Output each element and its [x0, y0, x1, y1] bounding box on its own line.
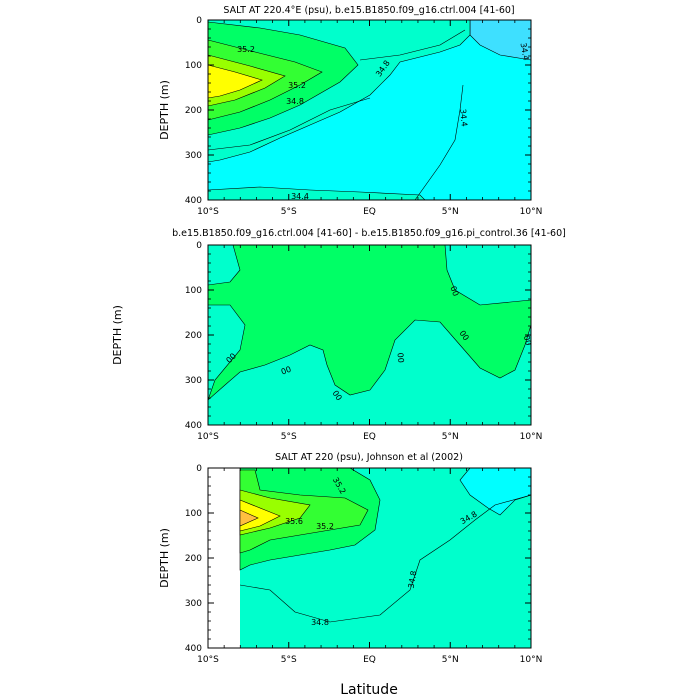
x-tick-label: 5°N	[442, 432, 459, 442]
panel-2-axes: 10°S 5°S EQ 5°N 10°N 0 100 200 300 400	[185, 241, 543, 442]
panel-1-contour-label: 34.4	[518, 42, 530, 61]
x-tick-label: EQ	[363, 655, 376, 665]
x-tick-label: 5°N	[442, 655, 459, 665]
y-tick-label: 400	[185, 421, 202, 431]
y-tick-label: 200	[185, 106, 202, 116]
y-tick-label: 100	[185, 61, 202, 71]
x-tick-label: EQ	[363, 432, 376, 442]
panel-1-isohaline-lower-line	[208, 97, 371, 151]
panel-2-plot-area: 00 00 00 00 00 00 00	[208, 245, 533, 425]
x-tick-label: 10°N	[520, 655, 543, 665]
y-tick-label: 400	[185, 644, 202, 654]
y-tick-label: 200	[185, 331, 202, 341]
panel-3-observed-salinity: SALT AT 220 (psu), Johnson et al (2002) …	[158, 452, 542, 698]
panel-1-contour-label: 35.2	[237, 45, 255, 54]
y-tick-label: 100	[185, 286, 202, 296]
panel-2-y-axis-title: DEPTH (m)	[111, 305, 124, 365]
panel-2-contour-label: 00	[448, 285, 460, 298]
panel-3-title: SALT AT 220 (psu), Johnson et al (2002)	[275, 452, 463, 463]
x-axis-title: Latitude	[340, 682, 398, 698]
panel-3-contour-label: 35.2	[316, 522, 334, 531]
panel-3-plot-area: 35.2 35.6 35.2 34.8 34.8 34.8	[208, 468, 531, 648]
panel-3-core-max	[239, 509, 259, 527]
x-tick-label: 10°N	[520, 207, 543, 217]
panel-1-title: SALT AT 220.4°E (psu), b.e15.B1850.f09_g…	[223, 5, 514, 16]
x-tick-label: 5°S	[281, 655, 297, 665]
panel-1-model-salinity: SALT AT 220.4°E (psu), b.e15.B1850.f09_g…	[158, 5, 542, 217]
panel-1-isohaline-line	[359, 29, 466, 61]
x-tick-label: 10°N	[520, 432, 543, 442]
x-tick-label: 5°S	[281, 207, 297, 217]
x-tick-label: 5°S	[281, 432, 297, 442]
panel-1-axes: 10°S 5°S EQ 5°N 10°N 0 100 200 300 400	[185, 16, 543, 217]
y-tick-label: 0	[196, 464, 202, 474]
x-tick-label: 10°S	[197, 432, 219, 442]
panel-3-contour-label: 34.8	[407, 570, 419, 589]
y-tick-label: 400	[185, 196, 202, 206]
y-tick-label: 300	[185, 151, 202, 161]
panel-1-core-max	[208, 64, 263, 99]
y-tick-label: 200	[185, 554, 202, 564]
y-tick-label: 300	[185, 376, 202, 386]
panel-2-difference-region	[208, 245, 531, 401]
y-tick-label: 100	[185, 509, 202, 519]
panel-1-plot-area: 35.2 35.2 34.8 34.8 34.4 34.4 34.4	[208, 20, 531, 201]
panel-2-contour-label: 00	[280, 365, 293, 377]
panel-1-isohaline-34.4-line	[414, 84, 464, 200]
panel-2-contour-label: 00	[396, 352, 406, 363]
panel-1-y-axis-title: DEPTH (m)	[158, 80, 171, 140]
panel-1-contour-label: 34.8	[286, 97, 304, 106]
panel-3-y-axis-title: DEPTH (m)	[158, 528, 171, 588]
y-tick-label: 0	[196, 16, 202, 26]
x-tick-label: 5°N	[442, 207, 459, 217]
x-tick-label: EQ	[363, 207, 376, 217]
panel-3-isohaline-34.8-line	[239, 494, 531, 623]
y-tick-label: 300	[185, 599, 202, 609]
panel-3-fresh-water-patch	[459, 468, 531, 516]
panel-2-title: b.e15.B1850.f09_g16.ctrl.004 [41-60] - b…	[172, 228, 566, 239]
panel-1-contour-label: 35.2	[288, 81, 306, 90]
panel-1-contour-label: 34.4	[458, 109, 469, 128]
y-tick-label: 0	[196, 241, 202, 251]
panel-3-contour-label: 34.8	[311, 618, 329, 627]
panel-2-difference: b.e15.B1850.f09_g16.ctrl.004 [41-60] - b…	[111, 228, 566, 442]
panel-3-contour-label: 35.6	[285, 517, 303, 526]
x-tick-label: 10°S	[197, 655, 219, 665]
x-tick-label: 10°S	[197, 207, 219, 217]
panel-2-contour-label: 00	[522, 334, 533, 346]
panel-1-deep-band	[208, 186, 426, 200]
panel-1-contour-label: 34.4	[291, 192, 309, 201]
panel-3-axes: 10°S 5°S EQ 5°N 10°N 0 100 200 300 400	[185, 464, 543, 665]
